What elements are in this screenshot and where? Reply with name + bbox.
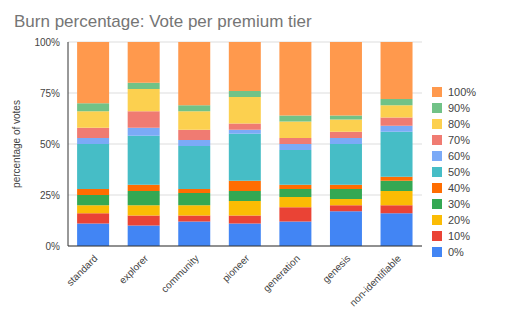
- html-text:100%: 100%: [448, 86, 477, 98]
- svg-text:standard: standard: [64, 253, 99, 288]
- html-text:0%: 0%: [448, 246, 464, 258]
- svg-text:0%: 0%: [46, 241, 61, 252]
- svg-text:explorer: explorer: [117, 252, 151, 286]
- html-text:80%: 80%: [448, 118, 470, 130]
- svg-text:25%: 25%: [40, 190, 60, 201]
- html-text:70%: 70%: [448, 134, 470, 146]
- html-text:90%: 90%: [448, 102, 470, 114]
- svg-text:generation: generation: [261, 253, 302, 294]
- svg-text:community: community: [159, 253, 201, 295]
- html-text:40%: 40%: [448, 182, 470, 194]
- svg-text:75%: 75%: [40, 88, 60, 99]
- html-text:30%: 30%: [448, 198, 470, 210]
- svg-text:percentage of votes: percentage of votes: [11, 100, 22, 188]
- svg-text:genesis: genesis: [320, 253, 352, 285]
- svg-text:50%: 50%: [40, 139, 60, 150]
- html-text:Burn percentage: Vote per prem: Burn percentage: Vote per premium tier: [14, 12, 312, 31]
- svg-text:100%: 100%: [34, 37, 60, 48]
- html-text:10%: 10%: [448, 230, 470, 242]
- svg-text:non-identifiable: non-identifiable: [347, 252, 403, 308]
- html-text:50%: 50%: [448, 166, 470, 178]
- svg-text:pioneer: pioneer: [220, 252, 252, 284]
- html-text:60%: 60%: [448, 150, 470, 162]
- html-text:20%: 20%: [448, 214, 470, 226]
